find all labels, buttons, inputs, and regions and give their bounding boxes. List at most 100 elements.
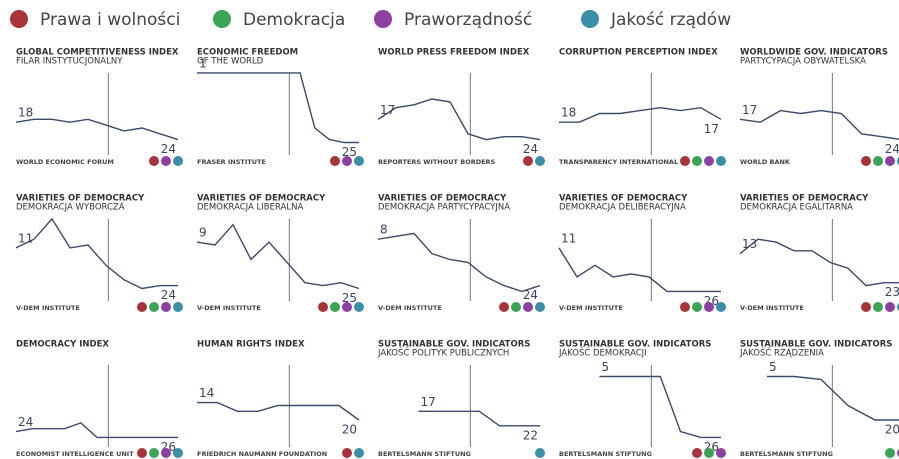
panel-source: V-DEM INSTITUTE (16, 304, 80, 312)
category-dot (885, 448, 895, 458)
category-dot (173, 448, 183, 458)
series-line (15, 422, 178, 439)
start-label: 24 (18, 415, 33, 429)
panel-subtitle: JAKOŚĆ RZĄDZENIA (739, 347, 824, 359)
end-label: 20 (885, 423, 899, 437)
start-label: 9 (199, 226, 207, 240)
start-label: 11 (18, 231, 33, 245)
legend-swatch (10, 10, 28, 28)
category-dot (692, 156, 702, 166)
category-dot (318, 302, 328, 312)
series-line (15, 217, 178, 290)
series-line (558, 247, 721, 293)
series-line (559, 106, 722, 123)
panel-source: WORLD BANK (740, 158, 791, 166)
end-label: 22 (523, 428, 538, 442)
category-dot (161, 302, 171, 312)
legend-label: Praworządność (404, 10, 532, 30)
category-dot (342, 302, 352, 312)
series-line (377, 232, 541, 293)
end-label: 24 (885, 142, 899, 156)
panel-title: CORRUPTION PERCEPTION INDEX (559, 48, 718, 58)
panel-source: WORLD ECONOMIC FORUM (16, 158, 114, 166)
category-dot (523, 302, 533, 312)
end-label: 20 (342, 423, 357, 437)
end-label: 25 (342, 145, 357, 159)
panel-title: VARIETIES OF DEMOCRACY (378, 194, 507, 204)
category-dot (511, 302, 521, 312)
category-dot (873, 156, 883, 166)
category-dot (499, 302, 509, 312)
panel-title: HUMAN RIGHTS INDEX (197, 340, 305, 350)
category-dot (173, 302, 183, 312)
panel-source: FRASER INSTITUTE (197, 158, 266, 166)
category-dot (716, 448, 726, 458)
panel-title: VARIETIES OF DEMOCRACY (559, 194, 688, 204)
category-dot (330, 302, 340, 312)
start-label: 8 (380, 223, 388, 237)
start-label: 17 (421, 395, 436, 409)
panel-title: ECONOMIC FREEDOM (197, 48, 298, 58)
panel-subtitle: JAKOŚĆ DEMOKRACJI (558, 347, 647, 359)
legend-label: Demokracja (243, 10, 345, 30)
panel-title: VARIETIES OF DEMOCRACY (197, 194, 326, 204)
category-dot (704, 302, 714, 312)
end-label: 25 (342, 291, 357, 305)
start-label: 18 (561, 106, 576, 120)
legend-swatch (213, 10, 231, 28)
category-dot (535, 448, 545, 458)
category-dot (692, 302, 702, 312)
panel-title: DEMOCRACY INDEX (16, 340, 109, 350)
start-label: 11 (561, 231, 576, 245)
panel-subtitle: DEMOKRACJA LIBERALNA (197, 203, 303, 213)
panel-title: VARIETIES OF DEMOCRACY (740, 194, 869, 204)
panel-source: TRANSPARENCY INTERNATIONAL (559, 158, 678, 166)
category-dot (330, 156, 340, 166)
start-label: 5 (602, 360, 610, 374)
series-line (418, 410, 540, 427)
category-dot (137, 448, 147, 458)
panel-title: SUSTAINABLE GOV. INDICATORS (378, 340, 530, 350)
panel-source: V-DEM INSTITUTE (197, 304, 261, 312)
start-label: 17 (380, 103, 395, 117)
category-dot (535, 156, 545, 166)
series-line (196, 223, 360, 290)
category-dot (716, 156, 726, 166)
category-dot (354, 448, 364, 458)
category-dot (704, 448, 714, 458)
panel-source: ECONOMIST INTELLIGENCE UNIT (16, 450, 134, 458)
category-dot (161, 156, 171, 166)
category-dot (523, 156, 533, 166)
series-line (197, 401, 360, 421)
series-line (739, 238, 899, 287)
panel-title: SUSTAINABLE GOV. INDICATORS (559, 340, 711, 350)
start-label: 18 (18, 106, 33, 120)
panel-source: V-DEM INSTITUTE (740, 304, 804, 312)
panel-source: BERTELSMANN STIFTUNG (559, 450, 652, 458)
panel-source: V-DEM INSTITUTE (378, 304, 442, 312)
end-label: 17 (704, 122, 719, 136)
panel-title: WORLD PRESS FREEDOM INDEX (378, 48, 530, 58)
category-dot (149, 302, 159, 312)
panel-title: GLOBAL COMPETITIVENESS INDEX (16, 48, 179, 58)
start-label: 1 (199, 56, 207, 70)
category-dot (716, 302, 726, 312)
category-dot (137, 302, 147, 312)
panel-source: BERTELSMANN STIFTUNG (378, 450, 471, 458)
end-label: 24 (161, 142, 176, 156)
category-dot (161, 448, 171, 458)
panel-subtitle: DEMOKRACJA WYBORCZA (16, 203, 125, 213)
panel-source: BERTELSMANN STIFTUNG (740, 450, 833, 458)
series-line (15, 118, 179, 141)
category-dot (149, 448, 159, 458)
panel-source: V-DEM INSTITUTE (559, 304, 623, 312)
category-dot (704, 156, 714, 166)
category-dot (354, 302, 364, 312)
category-dot (680, 302, 690, 312)
panel-title: VARIETIES OF DEMOCRACY (16, 194, 145, 204)
legend-label: Jakość rządów (610, 10, 731, 30)
panel-title: WORLDWIDE GOV. INDICATORS (740, 48, 888, 58)
legend-label: Prawa i wolności (40, 10, 180, 30)
